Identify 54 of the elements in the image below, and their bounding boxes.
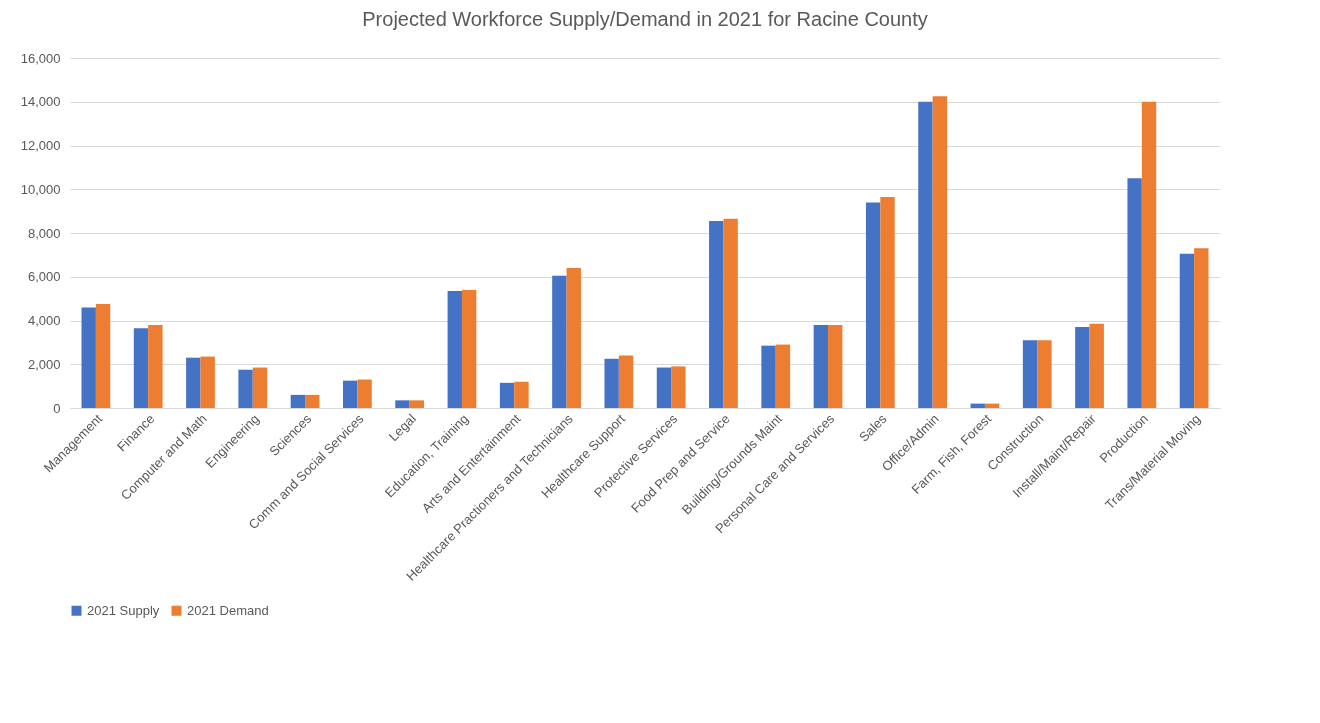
bar <box>813 324 829 408</box>
bar <box>95 304 111 408</box>
y-tick-label: 12,000 <box>20 138 61 153</box>
bar <box>1127 178 1142 408</box>
bar <box>709 220 724 408</box>
bar <box>1179 253 1195 408</box>
y-tick-label: 14,000 <box>20 94 61 110</box>
bar <box>604 358 619 408</box>
bar <box>252 367 268 408</box>
y-tick-label: 8,000 <box>27 225 61 241</box>
bar <box>186 357 201 408</box>
y-tick-label: 16,000 <box>20 50 61 66</box>
y-tick-label: 4,000 <box>27 313 61 328</box>
bar <box>447 290 462 408</box>
bar <box>918 101 933 408</box>
chart-title: Projected Workforce Supply/Demand in 2021 for Racine County <box>362 8 928 30</box>
bar <box>865 202 881 408</box>
bar <box>1194 248 1209 408</box>
bar <box>514 381 529 408</box>
bar <box>671 366 686 408</box>
bar <box>395 400 410 408</box>
bar <box>1075 327 1090 408</box>
bar <box>290 394 306 408</box>
bar <box>461 289 477 408</box>
bar <box>1022 340 1038 408</box>
bar <box>133 328 149 408</box>
bar <box>1037 340 1052 408</box>
bar <box>1141 101 1157 408</box>
y-tick-label: 0 <box>53 400 61 416</box>
bar <box>81 307 96 408</box>
bar <box>148 324 163 408</box>
bar <box>200 356 215 408</box>
legend-label: 2021 Demand <box>187 602 269 618</box>
bar <box>723 218 738 408</box>
bar <box>828 324 843 408</box>
bar <box>238 369 253 408</box>
legend-label: 2021 Supply <box>87 602 160 618</box>
bar <box>932 96 948 408</box>
bar <box>499 382 515 408</box>
bar <box>566 268 581 408</box>
bar <box>357 379 372 408</box>
bar <box>761 345 776 408</box>
bar <box>342 380 358 408</box>
y-tick-label: 10,000 <box>20 181 61 197</box>
y-tick-label: 2,000 <box>27 356 61 372</box>
bar <box>656 367 672 408</box>
bar <box>880 196 895 408</box>
bar <box>1089 323 1104 408</box>
bar <box>409 400 425 408</box>
y-tick-label: 6,000 <box>27 269 61 285</box>
bar <box>775 344 791 408</box>
bar <box>552 275 567 408</box>
bar <box>305 394 320 408</box>
bar <box>618 355 634 408</box>
